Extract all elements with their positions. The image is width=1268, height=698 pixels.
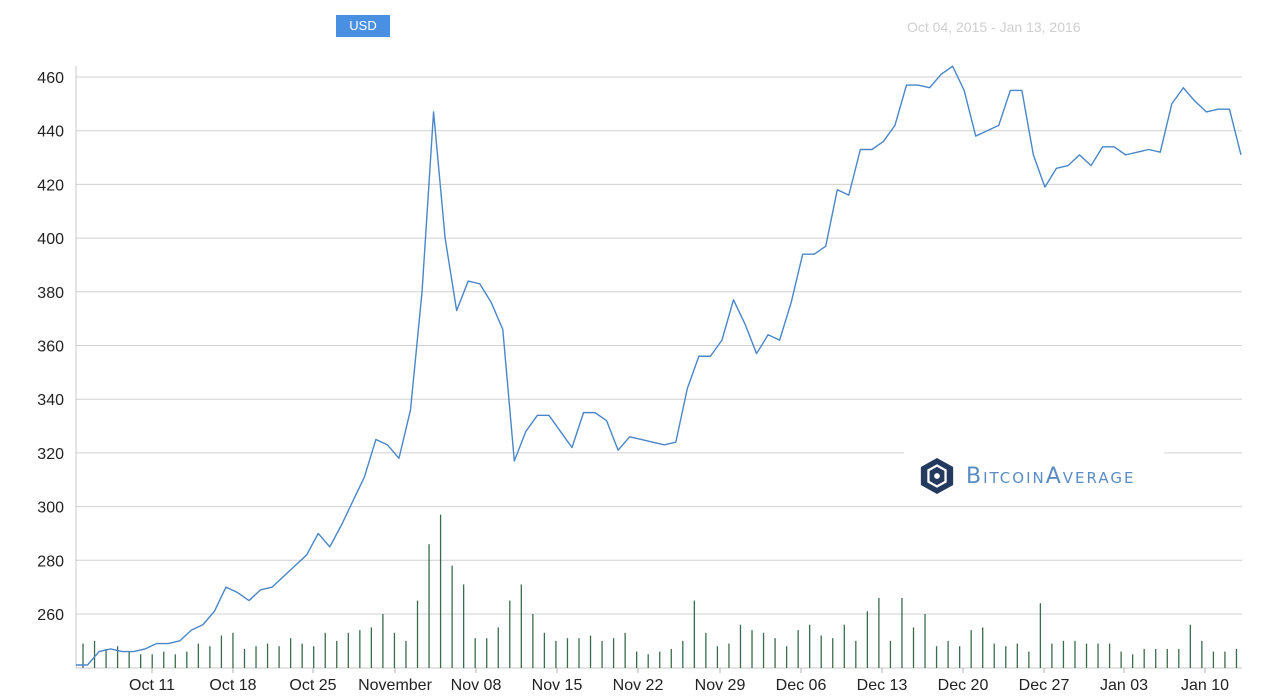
x-tick-label: Dec 20 bbox=[938, 677, 989, 694]
y-tick-label: 380 bbox=[37, 285, 64, 302]
x-tick-label: Nov 22 bbox=[613, 677, 664, 694]
y-tick-label: 460 bbox=[37, 70, 64, 87]
bitcoinaverage-hexagon-logo-icon bbox=[920, 457, 954, 495]
axes bbox=[75, 66, 1242, 669]
x-tick-label: Jan 10 bbox=[1181, 677, 1229, 694]
price-line bbox=[76, 65, 1242, 666]
x-tick-label: Dec 06 bbox=[776, 677, 827, 694]
date-range-label: Oct 04, 2015 - Jan 13, 2016 bbox=[907, 19, 1081, 35]
logo-inner-hexagon bbox=[927, 464, 947, 488]
y-tick-label: 320 bbox=[37, 446, 64, 463]
y-tick-label: 340 bbox=[37, 392, 64, 409]
y-tick-label: 260 bbox=[37, 607, 64, 624]
logo-node bbox=[934, 473, 940, 479]
x-tick-label: Dec 27 bbox=[1019, 677, 1070, 694]
y-tick-label: 300 bbox=[37, 500, 64, 517]
x-tick-label: Nov 15 bbox=[532, 677, 583, 694]
price-series bbox=[76, 65, 1242, 666]
x-tick-label: Oct 25 bbox=[289, 677, 336, 694]
x-tick-label: Nov 08 bbox=[451, 677, 502, 694]
watermark: BitcoinAverage bbox=[904, 451, 1164, 501]
y-tick-label: 400 bbox=[37, 231, 64, 248]
grid-lines bbox=[76, 76, 1242, 615]
x-tick-label: Oct 18 bbox=[209, 677, 256, 694]
y-tick-label: 440 bbox=[37, 124, 64, 141]
y-tick-label: 420 bbox=[37, 177, 64, 194]
x-tick-label: Oct 11 bbox=[129, 677, 175, 694]
x-tick-label: Jan 03 bbox=[1100, 677, 1148, 694]
y-tick-label: 280 bbox=[37, 553, 64, 570]
volume-bars bbox=[82, 514, 1238, 668]
x-tick-label: Dec 13 bbox=[857, 677, 908, 694]
brand-name: BitcoinAverage bbox=[966, 463, 1136, 489]
x-tick-label: November bbox=[358, 677, 432, 694]
y-tick-label: 360 bbox=[37, 339, 64, 356]
y-tick-labels: 460 440 420 400 380 360 340 320 300 280 260 bbox=[37, 70, 64, 624]
currency-usd-button[interactable]: USD bbox=[336, 15, 390, 37]
x-tick-label: Nov 29 bbox=[695, 677, 746, 694]
x-tick-labels: Oct 11 Oct 18 Oct 25 November Nov 08 Nov 15 No… bbox=[129, 668, 1229, 694]
